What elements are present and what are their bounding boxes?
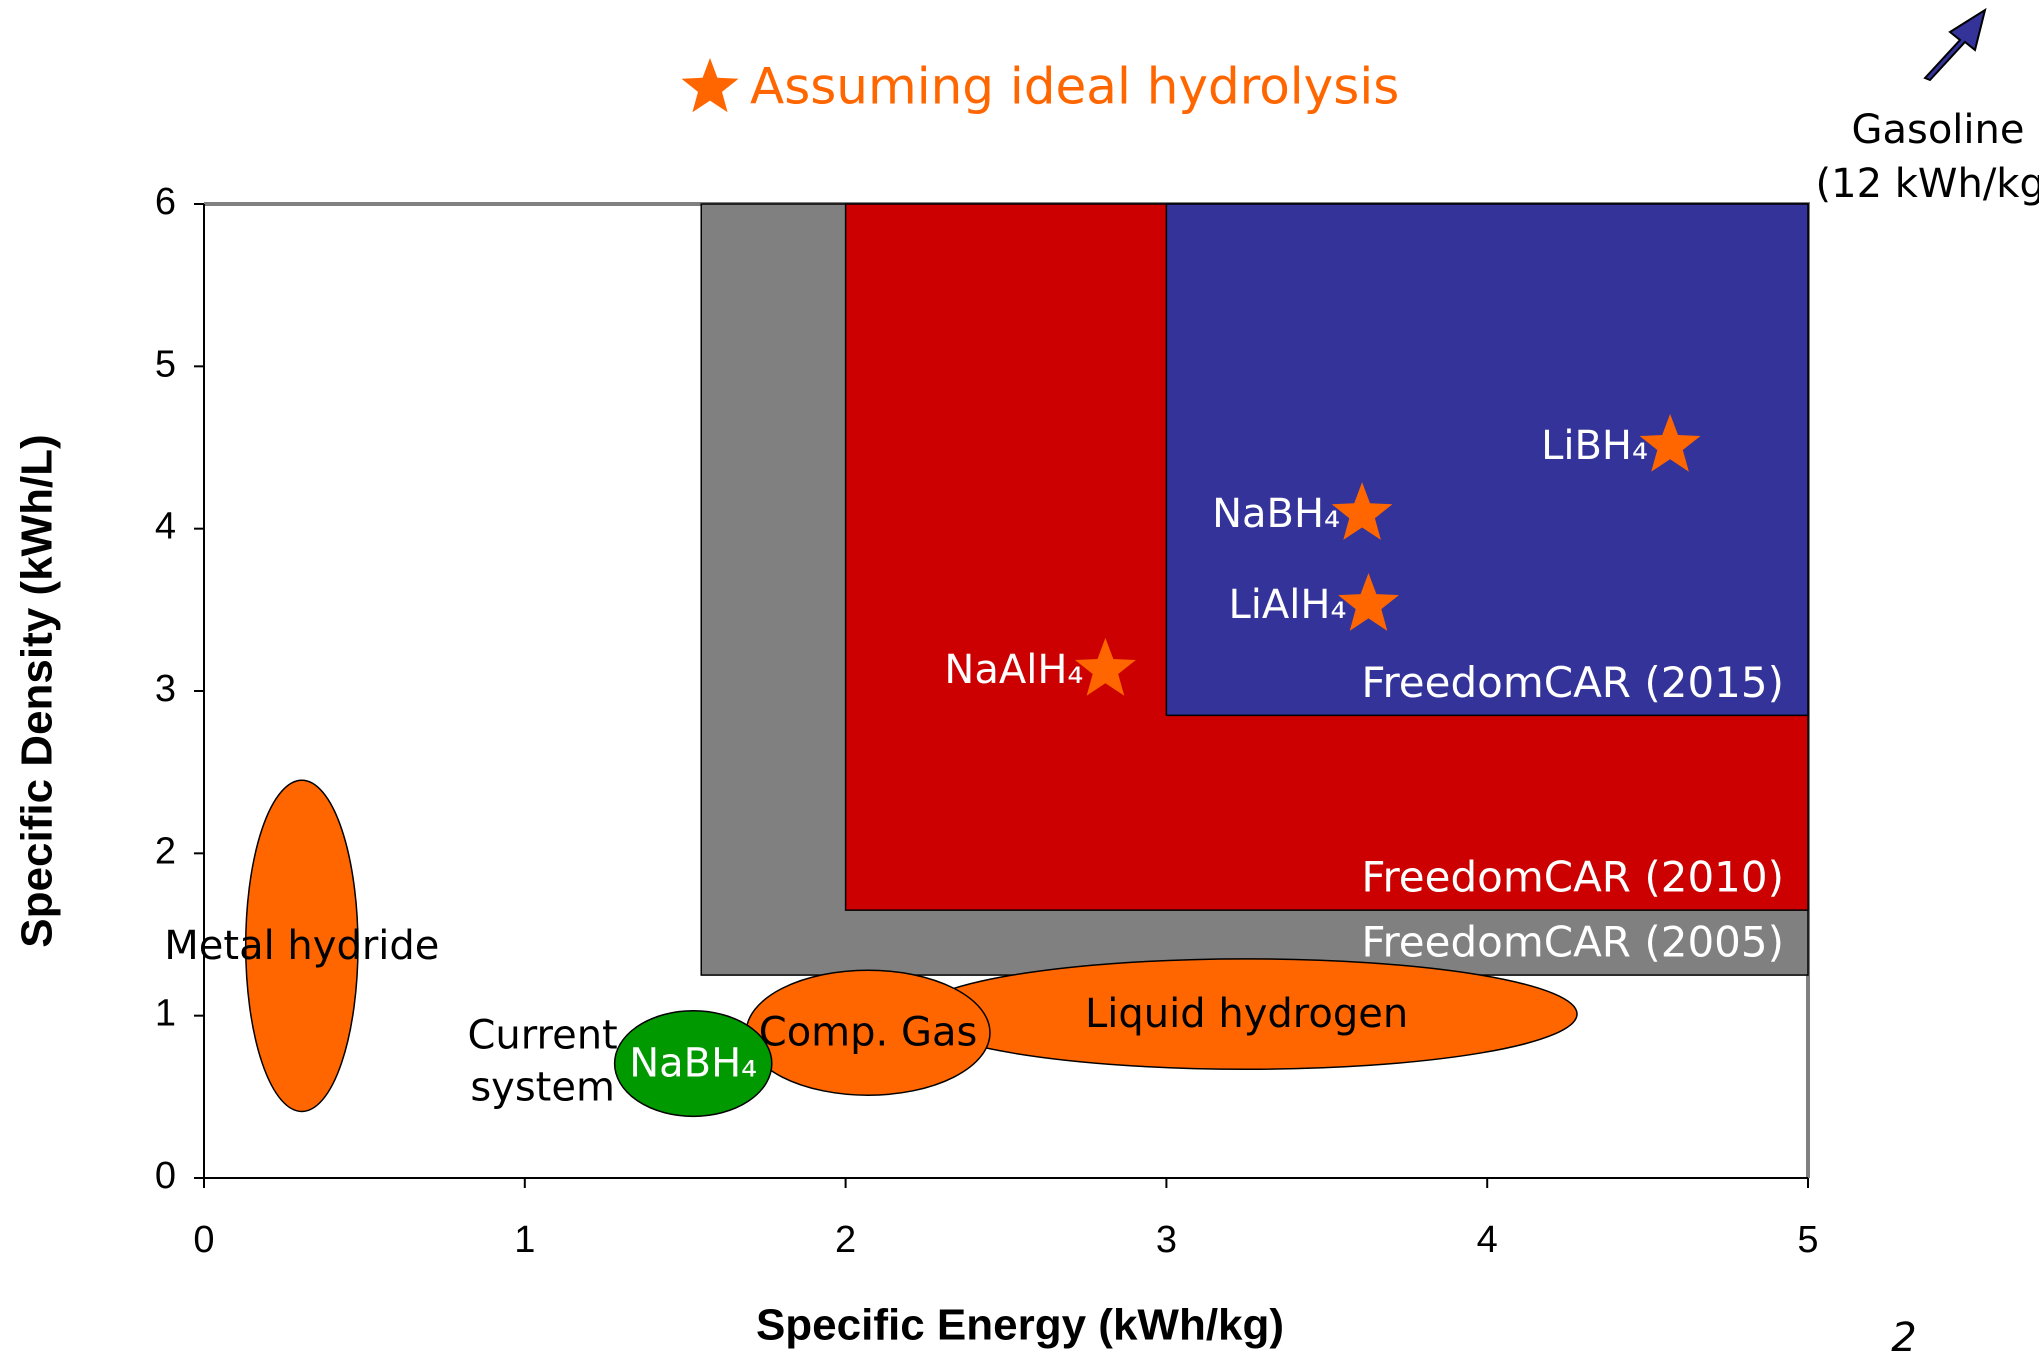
region-label: FreedomCAR (2005) xyxy=(1361,918,1784,967)
x-tick-label: 1 xyxy=(514,1219,535,1261)
x-axis-title: Specific Energy (kWh/kg) xyxy=(756,1301,1284,1350)
current-label: system xyxy=(470,1065,615,1111)
point-label: NaAlH₄ xyxy=(944,647,1083,693)
ellipse-label: NaBH₄ xyxy=(629,1041,757,1087)
page-number: 2 xyxy=(1891,1315,1916,1355)
star-point xyxy=(1331,482,1393,540)
gasoline-value: (12 kWh/kg) xyxy=(1816,161,2039,207)
y-tick-label: 4 xyxy=(155,506,176,548)
y-tick-label: 3 xyxy=(155,668,176,710)
star-point xyxy=(1338,573,1399,631)
ellipse-label: Comp. Gas xyxy=(759,1010,978,1056)
point-label: NaBH₄ xyxy=(1212,491,1340,537)
y-tick-label: 0 xyxy=(155,1155,176,1197)
y-tick-label: 6 xyxy=(155,181,176,223)
storage-ellipse xyxy=(244,779,359,1113)
chart-title: Assuming ideal hydrolysis xyxy=(750,58,1399,116)
x-tick-label: 3 xyxy=(1156,1219,1177,1261)
star-point xyxy=(1075,637,1136,696)
region-label: FreedomCAR (2010) xyxy=(1361,853,1784,902)
current-label: Current xyxy=(468,1013,618,1059)
x-tick-label: 0 xyxy=(193,1219,214,1261)
y-tick-label: 2 xyxy=(155,830,176,872)
point-label: LiAlH₄ xyxy=(1229,582,1347,628)
star-point xyxy=(1639,413,1701,472)
region-label: FreedomCAR (2015) xyxy=(1361,658,1784,707)
ellipse-label: Metal hydride xyxy=(164,923,439,969)
point-label: LiBH₄ xyxy=(1541,423,1648,469)
ellipse-label: Liquid hydrogen xyxy=(1085,991,1408,1037)
x-tick-label: 2 xyxy=(835,1219,856,1261)
y-tick-label: 1 xyxy=(155,993,176,1035)
x-tick-label: 5 xyxy=(1797,1219,1818,1261)
y-axis-title: Specific Density (kWh/L) xyxy=(13,434,62,947)
gasoline-label: Gasoline xyxy=(1851,107,2024,153)
title-star xyxy=(681,58,739,113)
y-tick-label: 5 xyxy=(155,343,176,385)
target-region xyxy=(1165,203,1809,717)
storage-ellipse xyxy=(613,1010,773,1118)
gasoline-arrow xyxy=(1923,7,1987,82)
x-tick-label: 4 xyxy=(1477,1219,1498,1261)
